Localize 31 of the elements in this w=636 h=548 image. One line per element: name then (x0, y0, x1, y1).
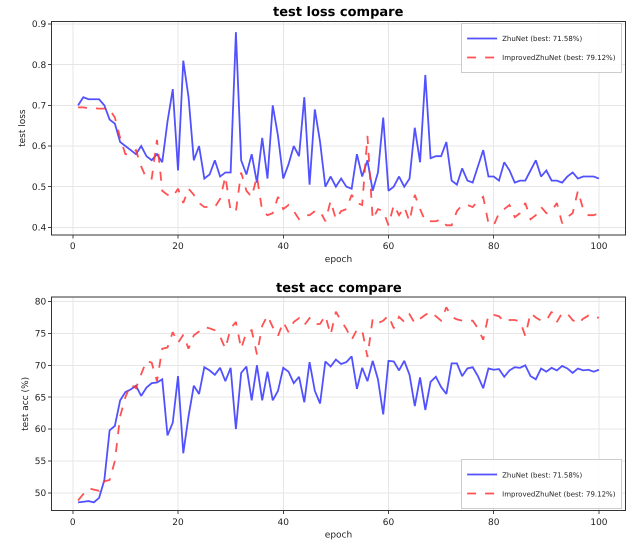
y-axis-title: test loss (18, 109, 28, 147)
y-tick-label: 0.7 (32, 102, 46, 112)
y-tick-label: 75 (34, 330, 46, 340)
y-tick-label: 0.8 (32, 60, 46, 71)
chart-title: test loss compare (273, 5, 404, 20)
x-tick-label: 100 (590, 518, 608, 528)
y-tick-label: 70 (34, 361, 46, 372)
x-tick-label: 20 (172, 242, 184, 252)
x-tick-label: 80 (488, 518, 500, 528)
x-tick-label: 40 (278, 518, 290, 528)
y-axis-title: test acc (%) (21, 376, 32, 431)
y-tick-label: 65 (34, 393, 46, 404)
x-tick-label: 80 (488, 242, 500, 252)
y-tick-label: 0.9 (32, 20, 46, 30)
y-tick-label: 60 (34, 425, 46, 436)
x-tick-label: 40 (278, 242, 290, 252)
chart-title: test acc compare (276, 281, 402, 296)
x-tick-label: 60 (382, 242, 394, 252)
y-tick-label: 0.4 (32, 224, 46, 234)
y-tick-label: 55 (34, 457, 46, 468)
x-tick-label: 0 (70, 242, 76, 252)
x-tick-label: 100 (590, 242, 608, 252)
x-axis-title: epoch (324, 254, 352, 265)
y-tick-label: 80 (34, 298, 46, 308)
y-tick-label: 50 (34, 488, 46, 499)
x-tick-label: 60 (382, 518, 394, 528)
x-tick-label: 20 (172, 518, 184, 528)
y-tick-label: 0.6 (32, 142, 46, 152)
x-tick-label: 0 (70, 518, 76, 528)
x-axis-title: epoch (324, 530, 352, 541)
y-tick-label: 0.5 (32, 182, 46, 193)
